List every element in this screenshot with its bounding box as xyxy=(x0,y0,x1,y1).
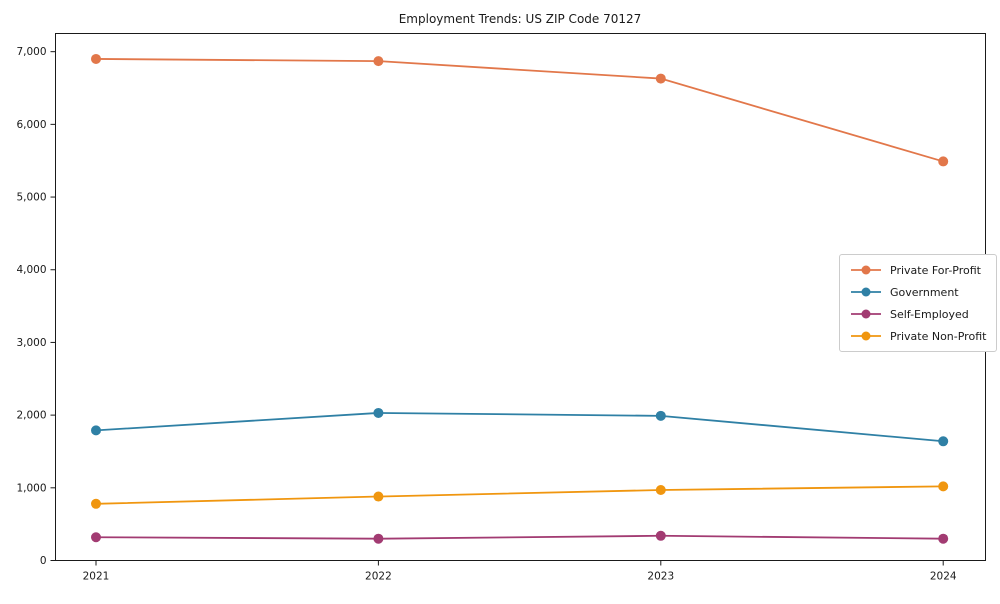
series-line-private-non-profit xyxy=(95,485,944,505)
data-point-self-employed-2023 xyxy=(655,530,666,541)
legend-item-private-for-profit: Private For-Profit xyxy=(850,263,986,277)
data-point-government-2021 xyxy=(91,425,101,436)
data-point-government-2024 xyxy=(938,436,949,447)
y-axis-tick-label: 0 xyxy=(40,555,47,567)
legend-line-marker-icon xyxy=(851,331,881,341)
legend-item-self-employed: Self-Employed xyxy=(850,307,986,321)
y-axis-tick-label: 1,000 xyxy=(16,482,46,494)
y-axis-tick-label: 5,000 xyxy=(16,192,46,204)
data-point-private-for-profit-2023 xyxy=(655,73,666,84)
legend-label: Self-Employed xyxy=(890,307,969,321)
data-point-private-for-profit-2021 xyxy=(91,53,101,64)
data-point-private-non-profit-2021 xyxy=(91,498,101,509)
data-point-self-employed-2024 xyxy=(938,533,949,544)
legend-item-private-non-profit: Private Non-Profit xyxy=(850,329,986,343)
legend-label: Private Non-Profit xyxy=(890,329,987,343)
series-line-self-employed xyxy=(95,534,944,540)
data-point-self-employed-2022 xyxy=(373,533,384,544)
y-axis-tick-label: 7,000 xyxy=(16,46,46,58)
series-line-government xyxy=(95,412,944,443)
plot-area: 0 1,000 2,000 3,000 4,000 5,000 6,000 7,000 2021… xyxy=(16,33,986,583)
x-axis-tick-label: 2022 xyxy=(365,571,392,583)
legend-line-marker-icon xyxy=(851,309,881,319)
data-point-private-non-profit-2024 xyxy=(938,481,949,492)
y-axis-tick-label: 4,000 xyxy=(16,264,46,276)
legend: Private For-Profit Government Self-Employe… xyxy=(839,254,998,352)
legend-item-government: Government xyxy=(850,285,986,299)
data-point-private-for-profit-2024 xyxy=(938,156,949,167)
legend-label: Government xyxy=(890,285,959,299)
legend-line-marker-icon xyxy=(851,287,881,297)
x-axis-tick-label: 2024 xyxy=(930,571,957,583)
chart-title: Employment Trends: US ZIP Code 70127 xyxy=(399,12,642,26)
series-line-private-for-profit xyxy=(95,58,944,163)
data-point-government-2023 xyxy=(655,410,666,421)
y-axis-tick-label: 3,000 xyxy=(16,337,46,349)
x-axis-tick-label: 2023 xyxy=(647,571,674,583)
data-point-private-for-profit-2022 xyxy=(373,56,384,67)
x-axis-tick-label: 2021 xyxy=(83,571,110,583)
y-axis-tick-label: 2,000 xyxy=(16,410,46,422)
y-axis-tick-label: 6,000 xyxy=(16,119,46,131)
data-point-government-2022 xyxy=(373,407,384,418)
data-point-private-non-profit-2022 xyxy=(373,491,384,502)
legend-line-marker-icon xyxy=(851,265,881,275)
legend-label: Private For-Profit xyxy=(890,263,981,277)
data-point-self-employed-2021 xyxy=(91,532,101,543)
data-point-private-non-profit-2023 xyxy=(655,484,666,495)
